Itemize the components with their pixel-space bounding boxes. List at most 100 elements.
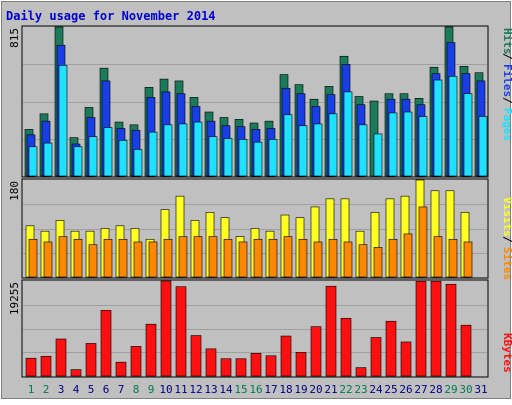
bar-pages <box>253 141 263 177</box>
bar-kbytes <box>190 335 202 377</box>
bar-pages <box>418 116 428 177</box>
x-tick-label: 31 <box>474 383 487 396</box>
bar-sites <box>418 206 428 278</box>
bar-pages <box>403 111 413 177</box>
bar-kbytes <box>340 317 352 377</box>
x-tick-label: 20 <box>309 383 322 396</box>
bar-kbytes <box>85 343 97 377</box>
x-tick-label: 21 <box>324 383 337 396</box>
bar-sites <box>448 238 458 278</box>
x-tick-label: 6 <box>103 383 110 396</box>
x-tick-label: 10 <box>159 383 172 396</box>
bar-pages <box>238 139 248 177</box>
x-tick-label: 12 <box>189 383 202 396</box>
x-tick-label: 14 <box>219 383 233 396</box>
bar-kbytes <box>280 335 292 377</box>
x-tick-label: 7 <box>118 383 125 396</box>
bar-sites <box>268 238 278 278</box>
bar-kbytes <box>355 367 367 377</box>
bar-sites <box>313 241 323 278</box>
x-tick-label: 13 <box>204 383 217 396</box>
bar-sites <box>148 241 158 278</box>
bar-sites <box>208 236 218 278</box>
x-tick-label: 5 <box>88 383 95 396</box>
bar-sites <box>373 247 383 278</box>
bar-sites <box>103 238 113 278</box>
x-tick-label: 11 <box>174 383 187 396</box>
x-tick-label: 16 <box>249 383 262 396</box>
legend-pages-label: Pages <box>501 108 512 141</box>
bar-pages <box>313 123 323 177</box>
bar-sites <box>343 241 353 278</box>
bar-pages <box>343 91 353 177</box>
bar-pages <box>193 121 203 177</box>
x-tick-label: 25 <box>384 383 397 396</box>
x-tick-label: 28 <box>429 383 442 396</box>
bar-pages <box>73 146 83 177</box>
legend-files-label: Files <box>501 64 512 97</box>
bar-sites <box>403 233 413 278</box>
bar-kbytes <box>55 338 67 377</box>
legend-visits-label: Visits <box>501 197 512 237</box>
bar-sites <box>193 236 203 278</box>
bar-pages <box>328 113 338 177</box>
bar-kbytes <box>205 348 217 377</box>
bar-kbytes <box>70 369 82 377</box>
bar-kbytes <box>40 355 52 377</box>
bar-kbytes <box>265 355 277 377</box>
bar-kbytes <box>25 357 37 377</box>
x-tick-label: 17 <box>264 383 277 396</box>
bar-kbytes <box>160 280 172 377</box>
bar-pages <box>388 112 398 177</box>
bar-pages <box>373 133 383 177</box>
x-tick-label: 29 <box>444 383 457 396</box>
bar-kbytes <box>130 346 142 377</box>
bar-sites <box>163 238 173 278</box>
visits-ymax-label: 180 <box>8 181 21 201</box>
bar-kbytes <box>370 337 382 377</box>
bar-pages <box>463 93 473 177</box>
bar-sites <box>328 238 338 278</box>
bar-kbytes <box>175 286 187 377</box>
bar-sites <box>253 238 263 278</box>
bar-pages <box>28 146 38 177</box>
bar-kbytes <box>100 310 112 377</box>
bar-sites <box>358 244 368 278</box>
bar-pages <box>478 116 488 177</box>
bar-sites <box>388 238 398 278</box>
bar-pages <box>223 138 233 177</box>
bar-sites <box>238 241 248 278</box>
x-tick-label: 8 <box>133 383 140 396</box>
x-tick-label: 1 <box>28 383 35 396</box>
bar-sites <box>118 238 128 278</box>
bar-kbytes <box>115 361 127 377</box>
bar-sites <box>88 244 98 278</box>
bar-pages <box>103 127 113 177</box>
bar-kbytes <box>415 280 427 377</box>
bar-kbytes <box>400 341 412 377</box>
bar-sites <box>73 238 83 278</box>
bar-kbytes <box>325 285 337 377</box>
legend-slash-1: / <box>501 53 512 60</box>
bar-kbytes <box>385 320 397 377</box>
bar-sites <box>178 236 188 278</box>
bar-sites <box>58 236 68 278</box>
chart-title: Daily usage for November 2014 <box>6 9 216 23</box>
bar-sites <box>28 238 38 278</box>
bar-kbytes <box>310 326 322 377</box>
bar-kbytes <box>145 323 157 377</box>
legend-slash-3: / <box>501 236 512 243</box>
bar-pages <box>208 136 218 177</box>
bar-sites <box>463 241 473 278</box>
bar-sites <box>298 238 308 278</box>
bars <box>24 26 488 377</box>
bar-pages <box>148 131 158 177</box>
x-tick-label: 3 <box>58 383 65 396</box>
bar-pages <box>133 149 143 177</box>
bar-pages <box>43 142 53 177</box>
bar-pages <box>358 124 368 177</box>
bar-kbytes <box>220 358 232 377</box>
bar-pages <box>283 114 293 177</box>
x-tick-label: 22 <box>339 383 352 396</box>
